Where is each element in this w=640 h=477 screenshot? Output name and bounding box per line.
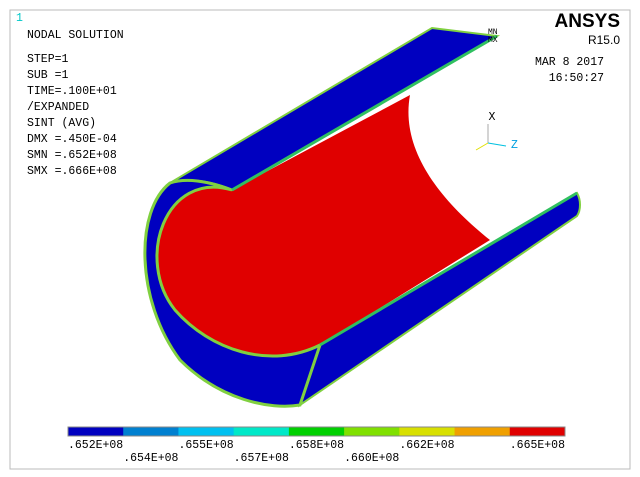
time: 16:50:27 — [549, 72, 604, 85]
front-ring — [143, 178, 323, 408]
triad-z-label: Z — [511, 139, 518, 152]
legend-label: .657E+08 — [234, 452, 289, 465]
brand-name: ANSYS — [555, 11, 620, 32]
legend-band — [123, 427, 179, 436]
legend-band — [399, 427, 456, 436]
legend-label: .655E+08 — [178, 439, 233, 452]
min-marker: MN — [488, 28, 498, 37]
legend-band — [178, 427, 235, 436]
legend-band — [233, 427, 290, 436]
info-line: NODAL SOLUTION — [27, 29, 124, 42]
max-marker: MX — [488, 36, 498, 45]
info-line: STEP=1 — [27, 53, 69, 66]
info-line: SINT (AVG) — [27, 117, 96, 130]
legend: .652E+08 .655E+08 .658E+08 .662E+08 .665E+08… — [67, 426, 566, 465]
triad: X Z — [475, 111, 518, 152]
legend-label: .662E+08 — [399, 439, 454, 452]
legend-label: .665E+08 — [510, 439, 565, 452]
info-line: DMX =.450E-04 — [27, 133, 117, 146]
info-line: SUB =1 — [27, 69, 69, 82]
legend-label: .658E+08 — [289, 439, 344, 452]
window-number: 1 — [16, 12, 23, 25]
triad-z-axis — [487, 142, 507, 147]
legend-band — [454, 427, 511, 436]
triad-x-label: X — [489, 111, 496, 124]
legend-frame — [67, 426, 566, 437]
info-line: /EXPANDED — [27, 101, 89, 114]
legend-band — [68, 427, 124, 436]
legend-band — [344, 427, 400, 436]
info-line: SMX =.666E+08 — [27, 165, 117, 178]
legend-label: .654E+08 — [123, 452, 178, 465]
info-block: NODAL SOLUTION STEP=1 SUB =1 TIME=.100E+01 /… — [27, 29, 124, 178]
cut-edge — [231, 34, 498, 192]
brand-version: R15.0 — [588, 33, 620, 47]
info-line: SMN =.652E+08 — [27, 149, 117, 162]
triad-y-axis — [475, 142, 489, 151]
legend-band — [288, 427, 345, 436]
legend-label: .652E+08 — [68, 439, 123, 452]
legend-label: .660E+08 — [344, 452, 399, 465]
inner-surface — [156, 95, 490, 357]
info-line: TIME=.100E+01 — [27, 85, 117, 98]
legend-band — [509, 427, 566, 436]
date: MAR 8 2017 — [535, 56, 604, 69]
cut-edge — [319, 191, 578, 347]
model — [143, 26, 581, 408]
